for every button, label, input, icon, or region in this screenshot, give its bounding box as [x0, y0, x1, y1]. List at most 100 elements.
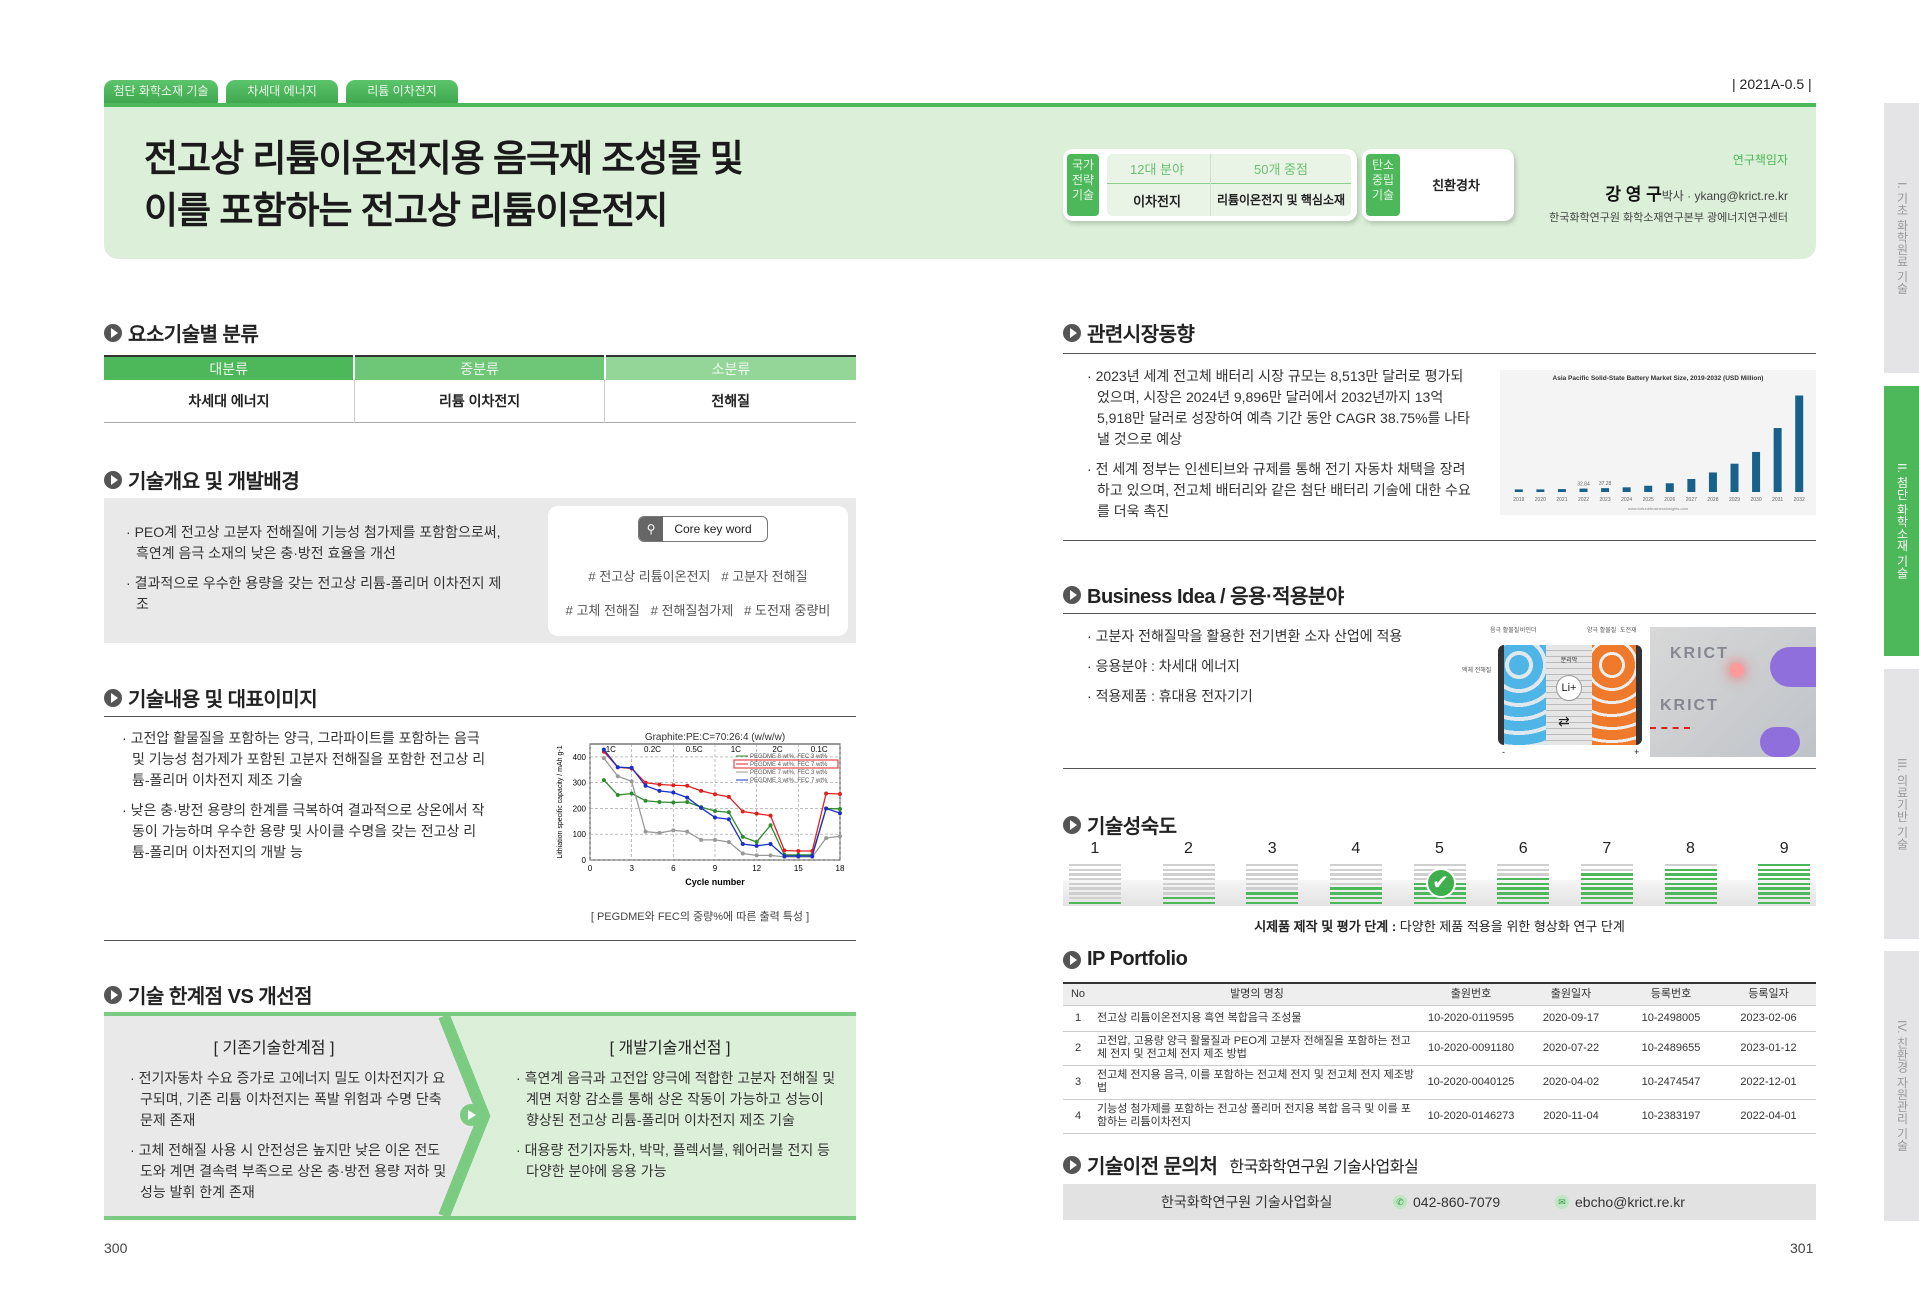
page-title: 전고상 리튬이온전지용 음극재 조성물 및 이를 포함하는 전고상 리튬이온전지 — [144, 138, 744, 231]
level-bar — [1580, 887, 1633, 890]
data-point — [838, 834, 842, 839]
level-bar — [1497, 896, 1550, 900]
x-tick-label: 6 — [671, 864, 676, 873]
section-heading: 기술이전 문의처 한국화학연구원 기술사업화실 — [1063, 1150, 1419, 1179]
data-point — [713, 815, 717, 820]
level-bar — [1162, 873, 1215, 876]
breadcrumb-tab[interactable]: 차세대 에너지 — [226, 80, 338, 104]
table-row: 4 기능성 첨가제를 포함하는 전고상 폴리머 전지용 복합 음극 및 이를 포함… — [1063, 1099, 1816, 1134]
contact-phone[interactable]: 042-860-7079 — [1413, 1194, 1501, 1210]
level-bar — [1246, 901, 1299, 904]
data-point — [726, 810, 731, 815]
chart-title: Graphite:PE:C=70:26:4 (w/w/w) — [645, 732, 785, 743]
level-bar — [1664, 892, 1717, 895]
rate-label: 0.1C — [811, 745, 828, 754]
legend-label: PEGDME 4 wt%, FEC 7 wt% — [750, 762, 828, 768]
level-bar — [1497, 864, 1550, 867]
level-bar — [1664, 878, 1717, 881]
contact-email[interactable]: ebcho@krict.re.kr — [1575, 1194, 1685, 1210]
table-row: 3 전고체 전지용 음극, 이를 포함하는 전고체 전지 및 전고체 전지 제조방… — [1063, 1065, 1816, 1100]
side-tab-3[interactable]: III. 의료기반 기술 — [1884, 669, 1919, 939]
level-bar — [1068, 873, 1121, 876]
level-bar — [1580, 896, 1633, 900]
section-heading: 기술 한계점 VS 개선점 — [104, 980, 313, 1009]
x-tick-label: 2029 — [1729, 497, 1740, 503]
level-bar — [1068, 887, 1121, 890]
series-line — [603, 757, 841, 858]
level-bar — [1329, 892, 1382, 895]
breadcrumb-tab[interactable]: 리튬 이차전지 — [346, 80, 458, 104]
data-point — [685, 795, 690, 800]
x-tick-label: 2023 — [1600, 497, 1611, 503]
y-tick-label: 0 — [582, 856, 587, 865]
keyword-box: ⚲ Core key word # 전고상 리튬이온전지 # 고분자 전해질 #… — [548, 506, 848, 636]
x-tick-label: 2026 — [1664, 497, 1675, 503]
data-point — [657, 782, 662, 787]
level-bar — [1162, 892, 1215, 895]
data-point — [838, 806, 842, 811]
data-point — [768, 853, 773, 858]
data-point — [838, 811, 842, 816]
section-heading: 관련시장동향 — [1063, 318, 1195, 347]
bar — [1730, 463, 1739, 492]
level-bar — [1497, 887, 1550, 890]
legend-label: PEGDME 7 wt%, FEC 3 wt% — [750, 770, 828, 776]
data-label: 32.84 — [1577, 482, 1590, 488]
x-tick-label: 2025 — [1643, 497, 1654, 503]
play-bullet-icon — [1063, 323, 1081, 342]
data-label: 37.28 — [1599, 481, 1612, 487]
side-tab-1[interactable]: I. 기초 화학원료 기술 — [1884, 103, 1919, 373]
level-bar — [1413, 864, 1466, 867]
breadcrumb-tab[interactable]: 첨단 화학소재 기술 — [104, 80, 218, 104]
strategy-focus-head: 50개 중점 — [1254, 162, 1308, 177]
national-strategy-box: 국가 전략 기술 12대 분야 50개 중점 이차전지 리튬이온전지 및 핵심소… — [1063, 149, 1357, 221]
x-tick-label: 15 — [794, 864, 803, 873]
level-bar — [1664, 896, 1717, 900]
data-point — [810, 854, 815, 859]
side-tab-4[interactable]: IV. 친환경 자원관리 기술 — [1884, 951, 1919, 1221]
level-bar — [1329, 882, 1382, 886]
rate-label: 0.2C — [644, 745, 661, 754]
maturity-scale: 1 2 3 4 5 ✔ 6 7 8 9 — [1063, 840, 1816, 910]
researcher-email: 박사 · ykang@krict.re.kr — [1661, 189, 1788, 203]
bar — [1773, 428, 1782, 492]
data-point — [643, 783, 648, 788]
bar — [1644, 485, 1653, 492]
keyword-label: Core key word — [674, 522, 752, 536]
data-point — [713, 792, 717, 797]
data-point — [657, 800, 662, 804]
strategy-label: 국가 전략 기술 — [1067, 154, 1099, 216]
level-number: 8 — [1686, 840, 1695, 857]
bar — [1622, 487, 1631, 492]
x-tick-label: 2027 — [1686, 497, 1697, 503]
rate-label: 1C — [606, 745, 616, 754]
play-bullet-icon — [1063, 950, 1081, 969]
bar — [1665, 483, 1674, 492]
data-point — [740, 834, 745, 839]
device-photo: KRICT KRICT — [1650, 627, 1816, 757]
play-bullet-icon — [1063, 585, 1081, 604]
data-point — [726, 839, 731, 844]
business-bullet: 적용제품 : 휴대용 전자기기 — [1085, 686, 1465, 707]
page-number-left: 300 — [104, 1240, 128, 1256]
level-bar — [1329, 878, 1382, 881]
level-bar — [1162, 878, 1215, 881]
data-point — [754, 811, 759, 816]
level-number: 3 — [1267, 840, 1277, 857]
side-tab-2-active[interactable]: II. 첨단 화학소재 기술 — [1884, 386, 1919, 656]
cycle-capacity-chart: Graphite:PE:C=70:26:4 (w/w/w) 0 100 200 300 4… — [557, 732, 845, 887]
phone-icon: ✆ — [1393, 1195, 1407, 1209]
bar — [1708, 472, 1717, 492]
level-bar — [1497, 882, 1550, 886]
data-point — [685, 800, 690, 804]
limits-right-title: [ 개발기술개선점 ] — [609, 1040, 731, 1057]
level-bar — [1664, 873, 1717, 876]
level-bar — [1162, 896, 1215, 900]
x-tick-label: 2024 — [1621, 497, 1632, 503]
x-tick-label: 2020 — [1535, 497, 1546, 503]
data-point — [699, 805, 704, 810]
x-tick-label: 2019 — [1513, 497, 1524, 503]
series-line — [603, 749, 841, 857]
contact-bar: 한국화학연구원 기술사업화실 ✆ 042-860-7079 ✉ ebcho@kr… — [1063, 1184, 1816, 1220]
data-point — [754, 853, 759, 858]
